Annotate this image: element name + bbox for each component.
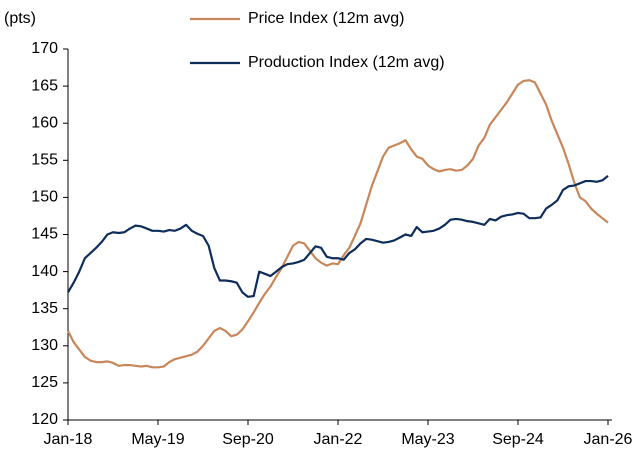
- y-axis-unit: (pts): [4, 10, 36, 27]
- y-tick-label: 155: [31, 152, 58, 169]
- x-tick-label: Sep-24: [492, 431, 544, 448]
- y-tick-label: 125: [31, 374, 58, 391]
- x-tick-label: Jan-26: [584, 431, 633, 448]
- y-tick-label: 165: [31, 77, 58, 94]
- y-tick-label: 170: [31, 40, 58, 57]
- series-line: [67, 79, 609, 369]
- legend-label: Production Index (12m avg): [248, 54, 445, 71]
- y-tick-label: 160: [31, 114, 58, 131]
- x-tick-label: May-23: [401, 431, 454, 448]
- x-tick-label: Sep-20: [222, 431, 274, 448]
- x-tick-label: Jan-18: [44, 431, 93, 448]
- y-tick-label: 140: [31, 263, 58, 280]
- series-line: [67, 175, 609, 298]
- y-tick-label: 120: [31, 411, 58, 428]
- y-tick-label: 145: [31, 226, 58, 243]
- x-tick-label: May-19: [131, 431, 184, 448]
- legend-label: Price Index (12m avg): [248, 10, 405, 27]
- y-tick-label: 130: [31, 337, 58, 354]
- y-tick-label: 150: [31, 189, 58, 206]
- x-tick-label: Jan-22: [314, 431, 363, 448]
- y-tick-label: 135: [31, 300, 58, 317]
